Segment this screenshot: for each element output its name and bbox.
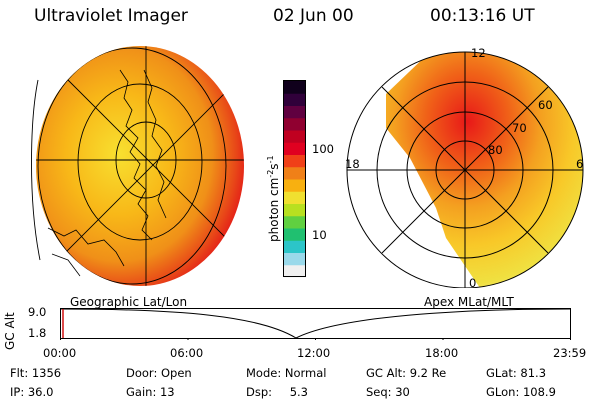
seq-info: Seq: 30 [366,385,410,399]
polar-grid [346,51,584,288]
colorbar-unit-label: photon cm-2s-1 [266,155,281,242]
x-tick-0000: 00:00 [43,346,77,360]
gc-alt-axis-title: GC Alt [3,312,17,350]
mlt-label-6: 6 [576,157,584,171]
colorbar-stripe [284,252,306,266]
colorbar-stripe [284,81,306,94]
colorbar-stripe [284,166,306,180]
colorbar-stripe [284,130,306,143]
geographic-globe-image [31,46,244,286]
colorbar-stripe [284,154,306,168]
y-tick-1-8: 1.8 [28,326,47,340]
colorbar-stripe [284,264,306,278]
time-label: 00:13:16 UT [430,6,535,26]
globe-disk [36,46,244,286]
polar-mlt-plot [346,51,584,288]
glon-info: GLon: 108.9 [486,385,556,399]
x-tick-2359: 23:59 [553,346,587,360]
y-tick-9: 9.0 [28,305,47,319]
mlt-label-18: 18 [345,157,360,171]
colorbar-stripe [284,240,306,253]
glat-info: GLat: 81.3 [486,366,547,380]
colorbar-tick-10: 10 [312,228,327,242]
altitude-timeline [60,308,571,340]
date-label: 02 Jun 00 [273,6,354,26]
colorbar-stripe [284,215,306,229]
colorbar-stripe [284,117,306,131]
lat-label-60: 60 [538,98,553,112]
flt-info: Flt: 1356 [10,366,62,380]
apex-label: Apex MLat/MLT [424,295,514,309]
lat-lon-grid [36,46,244,286]
x-tick-0600: 06:00 [170,346,204,360]
colorbar-stripe [284,203,306,217]
mode-info: Mode: Normal [246,366,327,380]
uv-emission-region [386,52,583,288]
door-info: Door: Open [126,366,192,380]
x-tick-1800: 18:00 [425,346,459,360]
colorbar-stripe [284,191,306,204]
altitude-curve [60,308,571,339]
dsp-info: Dsp: 5.3 [246,385,308,399]
colorbar-stripe [284,228,306,241]
colorbar-stripe [284,142,306,155]
colorbar-stripe [284,179,306,192]
colorbar-tick-100: 100 [312,142,334,156]
colorbar-stripe [284,105,306,119]
gain-info: Gain: 13 [126,385,175,399]
geographic-label: Geographic Lat/Lon [70,295,188,309]
coastlines [47,69,167,277]
colorbar-stripe [284,93,306,106]
lat-label-70: 70 [512,121,527,135]
x-tick-1200: 12:00 [297,346,331,360]
mlt-label-12: 12 [471,46,486,60]
gc-alt-info: GC Alt: 9.2 Re [366,366,447,380]
instrument-title: Ultraviolet Imager [34,6,188,26]
ip-info: IP: 36.0 [10,385,54,399]
colorbar [283,80,306,278]
mlt-label-0: 0 [469,276,477,290]
lat-label-80: 80 [488,143,503,157]
